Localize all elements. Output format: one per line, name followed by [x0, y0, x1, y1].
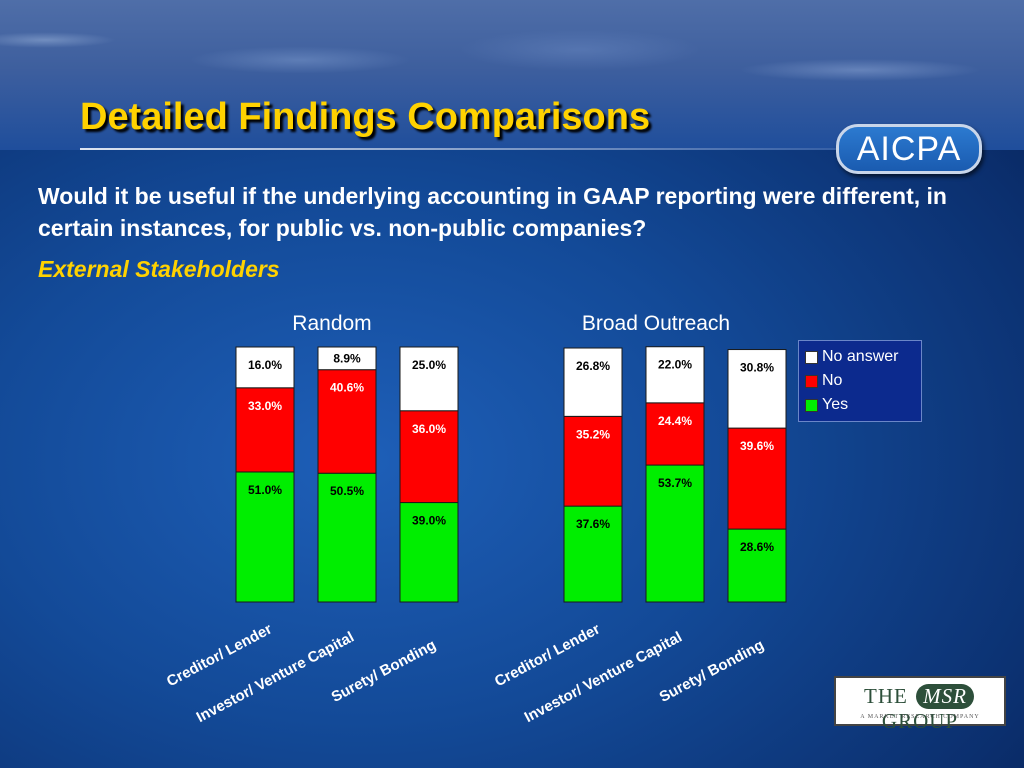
- data-label: 8.9%: [333, 351, 361, 365]
- bar-segment-no: [235, 387, 295, 473]
- data-label: 36.0%: [412, 422, 446, 436]
- bar-segment-no-answer: [235, 346, 295, 389]
- data-label: 33.0%: [248, 399, 282, 413]
- legend-item-no-answer: No answer: [805, 345, 921, 369]
- legend-swatch-yes: [805, 398, 818, 412]
- bar-segment-no-answer: [399, 346, 459, 412]
- data-label: 24.4%: [658, 414, 692, 428]
- legend-swatch-no: [805, 374, 818, 388]
- bar-segment-yes: [235, 471, 295, 603]
- data-label: 39.6%: [740, 439, 774, 453]
- data-label: 26.8%: [576, 359, 610, 373]
- category-label: Investor/ Venture Capital: [194, 629, 357, 727]
- data-label: 35.2%: [576, 427, 610, 441]
- data-label: 51.0%: [248, 483, 282, 497]
- data-label: 39.0%: [412, 514, 446, 528]
- chart-title: Broad Outreach: [582, 312, 730, 335]
- bar-segment-no-answer: [563, 347, 623, 417]
- bar-segment-yes: [563, 505, 623, 603]
- bar-segment-no: [645, 402, 705, 466]
- data-label: 37.6%: [576, 517, 610, 531]
- audience-subtitle: External Stakeholders: [38, 256, 280, 282]
- legend-swatch-no-answer: [805, 350, 818, 364]
- chart-legend: No answer No Yes: [798, 340, 922, 422]
- msr-logo-wordmark: THE MSR GROUP: [836, 684, 1004, 734]
- data-label: 28.6%: [740, 540, 774, 554]
- data-label: 30.8%: [740, 361, 774, 375]
- data-label: 50.5%: [330, 484, 364, 498]
- bar-segment-no: [399, 410, 459, 504]
- bar-segment-yes: [645, 464, 705, 603]
- bar-segment-no-answer: [727, 349, 787, 429]
- aicpa-logo: AICPA: [836, 124, 982, 174]
- bar-segment-yes: [727, 528, 787, 603]
- bar-segment-no: [317, 369, 377, 474]
- legend-label: No answer: [822, 348, 899, 365]
- data-label: 53.7%: [658, 476, 692, 490]
- page-title: Detailed Findings Comparisons: [80, 96, 651, 138]
- title-divider: [80, 148, 840, 150]
- data-label: 40.6%: [330, 381, 364, 395]
- bar-segment-no-answer: [317, 346, 377, 371]
- msr-group-logo: THE MSR GROUP A MARKET RESEARCH COMPANY: [834, 676, 1006, 733]
- msr-logo-tagline: A MARKET RESEARCH COMPANY: [860, 714, 980, 720]
- data-label: 16.0%: [248, 358, 282, 372]
- legend-label: No: [822, 372, 843, 389]
- msr-logo-group: GROUP: [881, 709, 959, 733]
- bar-segment-yes: [317, 472, 377, 603]
- legend-item-yes: Yes: [805, 393, 921, 417]
- data-label: 25.0%: [412, 358, 446, 372]
- bar-segment-yes: [399, 502, 459, 603]
- bar-segment-no: [727, 427, 787, 530]
- legend-label: Yes: [822, 396, 849, 413]
- legend-item-no: No: [805, 369, 921, 393]
- bar-segment-no: [563, 415, 623, 507]
- category-label: Investor/ Venture Capital: [522, 629, 685, 727]
- data-label: 22.0%: [658, 358, 692, 372]
- survey-question: Would it be useful if the underlying acc…: [38, 183, 947, 241]
- chart-title: Random: [292, 312, 371, 335]
- msr-logo-oval: MSR: [916, 684, 974, 709]
- bar-segment-no-answer: [645, 346, 705, 404]
- msr-logo-the: THE: [864, 684, 908, 708]
